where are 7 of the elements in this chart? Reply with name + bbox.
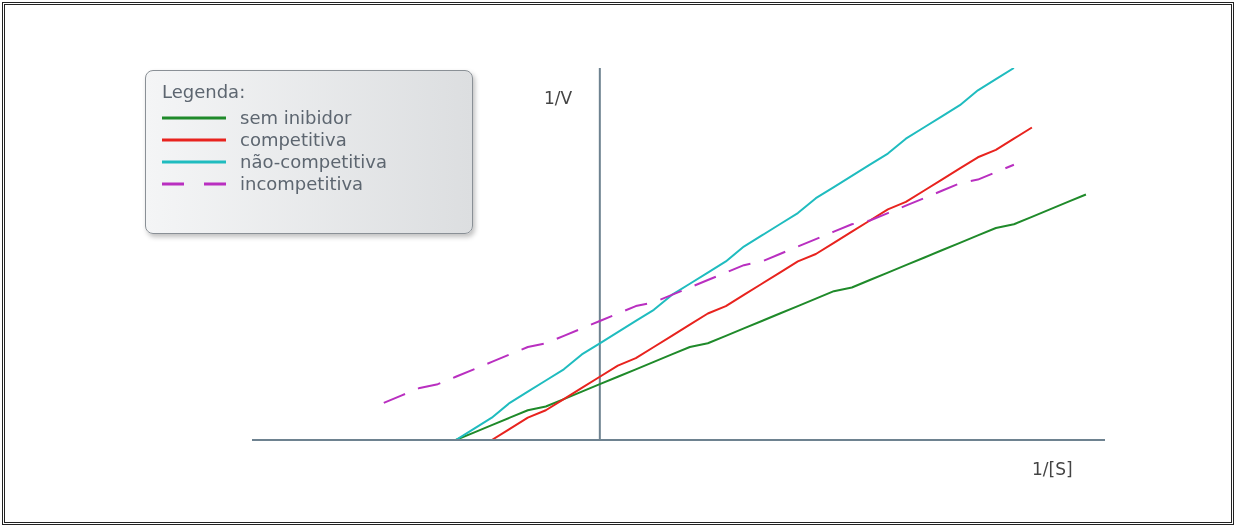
legend-label: não-competitiva	[240, 151, 388, 173]
y-axis-title: 1/V	[544, 88, 573, 108]
legend-label: competitiva	[240, 129, 347, 151]
legend-label: incompetitiva	[240, 173, 364, 195]
x-axis-title: 1/[S]	[1032, 459, 1073, 479]
legend-title: Legenda:	[162, 81, 247, 103]
legend-label: sem inibidor	[240, 107, 352, 129]
